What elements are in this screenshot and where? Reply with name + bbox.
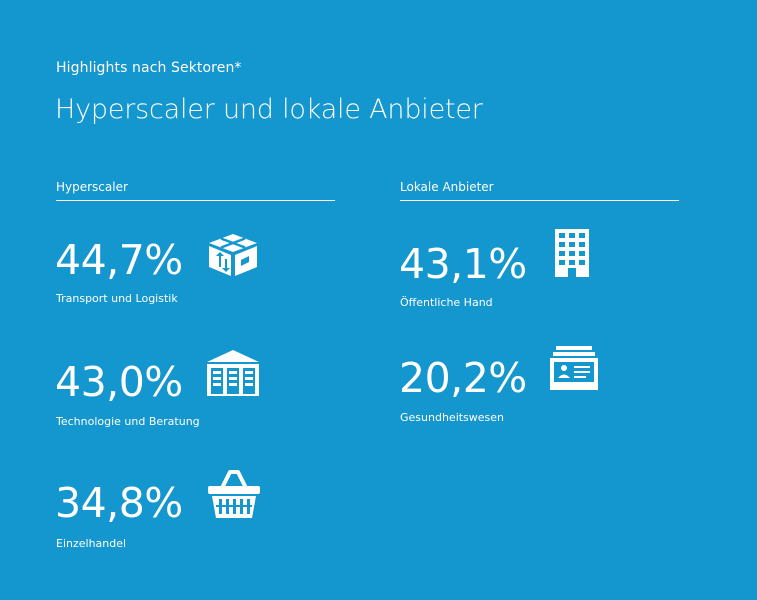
stat-value-technology: 43,0% <box>55 358 183 406</box>
stat-value-public-sector: 43,1% <box>399 240 527 288</box>
page-title: Hyperscaler und lokale Anbieter <box>55 94 483 125</box>
page-subtitle: Highlights nach Sektoren* <box>56 60 242 76</box>
stat-label-retail: Einzelhandel <box>56 537 127 550</box>
stat-label-technology: Technologie und Beratung <box>56 415 200 428</box>
package-icon <box>207 232 259 278</box>
stat-label-transport: Transport und Logistik <box>56 292 178 305</box>
stat-label-healthcare: Gesundheitswesen <box>400 411 505 424</box>
office-building-icon <box>553 229 591 277</box>
column-heading-local-providers: Lokale Anbieter <box>400 180 494 194</box>
shopping-basket-icon <box>206 468 262 520</box>
stat-value-transport: 44,7% <box>55 236 183 284</box>
stat-label-public-sector: Öffentliche Hand <box>400 296 493 309</box>
patient-records-icon <box>548 344 600 392</box>
warehouse-icon <box>205 348 261 398</box>
stat-value-retail: 34,8% <box>55 479 183 527</box>
stat-value-healthcare: 20,2% <box>399 354 527 402</box>
column-heading-hyperscaler: Hyperscaler <box>56 180 128 194</box>
column-divider-hyperscaler <box>56 200 335 201</box>
column-divider-local-providers <box>400 200 679 201</box>
